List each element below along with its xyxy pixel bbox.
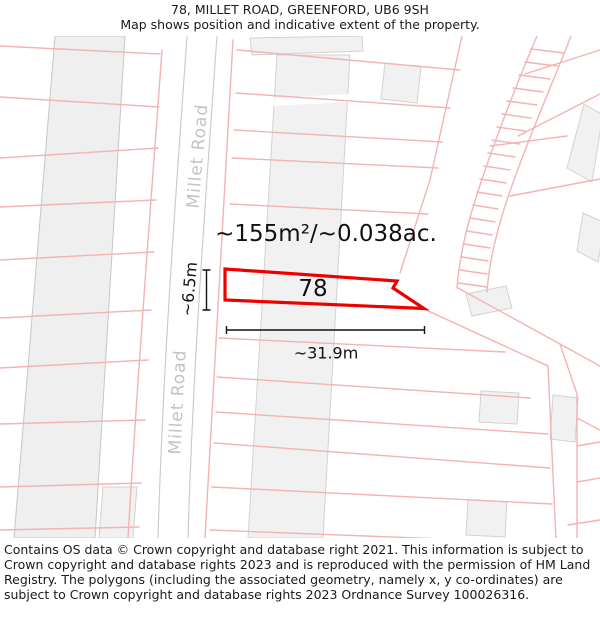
parcels-east-lower [209, 337, 553, 538]
lane-lower-edge [423, 308, 557, 538]
building-lane-south [549, 394, 579, 443]
road-surface [158, 36, 217, 538]
lane-east-edge [559, 343, 578, 538]
boundary-west-of-road [127, 49, 163, 538]
map-canvas: Millet Road Millet Road ~155m²/~0.038ac.… [0, 36, 600, 538]
parcel-lines-layer [0, 36, 600, 538]
boundary-east-of-road [204, 39, 234, 538]
parcels-fan-ne [489, 49, 600, 197]
garage-strip-east-curve [486, 36, 572, 293]
header: 78, MILLET ROAD, GREENFORD, UB6 9SH Map … [0, 0, 600, 32]
building-rotated-1 [566, 103, 600, 183]
road-edge-west [157, 36, 188, 538]
garage-strip-west-curve [456, 36, 538, 289]
parcels-west [0, 45, 161, 531]
parcels-far-right [567, 417, 600, 526]
garage-strip-rungs [457, 48, 565, 288]
lane-upper-edge [457, 287, 600, 367]
plot-number-label: 78 [298, 276, 327, 302]
building-top [249, 36, 364, 56]
footer: Contains OS data © Crown copyright and d… [0, 538, 600, 625]
dimension-annotations: ~155m²/~0.038ac. 78 ~31.9m ~6.5m [177, 221, 437, 363]
terrace-west [13, 36, 126, 538]
road [157, 36, 218, 538]
building-sq-1 [478, 390, 520, 425]
area-label: ~155m²/~0.038ac. [215, 221, 437, 247]
back-fence-east [399, 36, 463, 274]
terrace-east [247, 54, 351, 538]
height-label: ~6.5m [177, 261, 201, 317]
buildings-layer [13, 36, 600, 538]
building-detached [380, 62, 422, 104]
parcels-east-upper [229, 49, 461, 215]
building-on-lane [465, 285, 513, 317]
page-title: 78, MILLET ROAD, GREENFORD, UB6 9SH [171, 2, 429, 17]
building-west-road [98, 486, 138, 538]
property-map: Millet Road Millet Road ~155m²/~0.038ac.… [0, 36, 600, 538]
width-label: ~31.9m [294, 344, 359, 363]
plot-outline [223, 267, 430, 311]
building-rotated-2 [576, 212, 600, 263]
height-dimension-bracket [202, 269, 211, 311]
copyright-text: Contains OS data © Crown copyright and d… [4, 542, 591, 602]
page-subtitle: Map shows position and indicative extent… [120, 17, 480, 32]
width-dimension-bracket [225, 326, 426, 334]
road-edge-east [187, 36, 218, 538]
building-sq-2 [465, 499, 508, 538]
